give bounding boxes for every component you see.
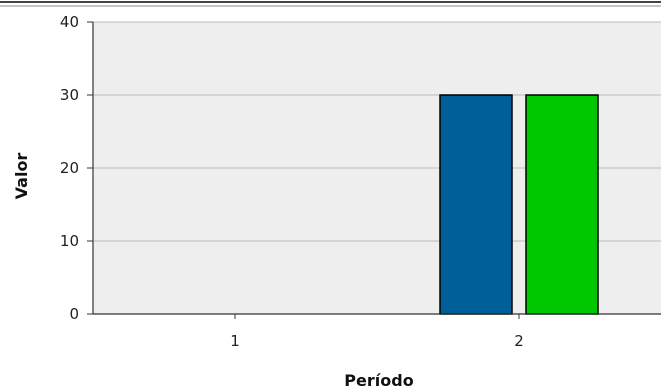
x-tick-label: 2 bbox=[514, 332, 524, 350]
x-tick-label: 1 bbox=[230, 332, 240, 350]
y-tick-label: 20 bbox=[60, 159, 79, 177]
y-axis-title: Valor bbox=[12, 153, 31, 200]
bar-series-2-category-2 bbox=[525, 94, 599, 315]
bars bbox=[439, 94, 599, 315]
bar-series-1-category-2 bbox=[439, 94, 513, 315]
y-tick-label: 40 bbox=[60, 13, 79, 31]
y-tick-label: 0 bbox=[69, 305, 79, 323]
y-axis-ticks: 0 10 20 30 40 bbox=[60, 13, 93, 323]
y-tick-label: 30 bbox=[60, 86, 79, 104]
y-tick-label: 10 bbox=[60, 232, 79, 250]
x-axis-title: Período bbox=[344, 371, 413, 390]
